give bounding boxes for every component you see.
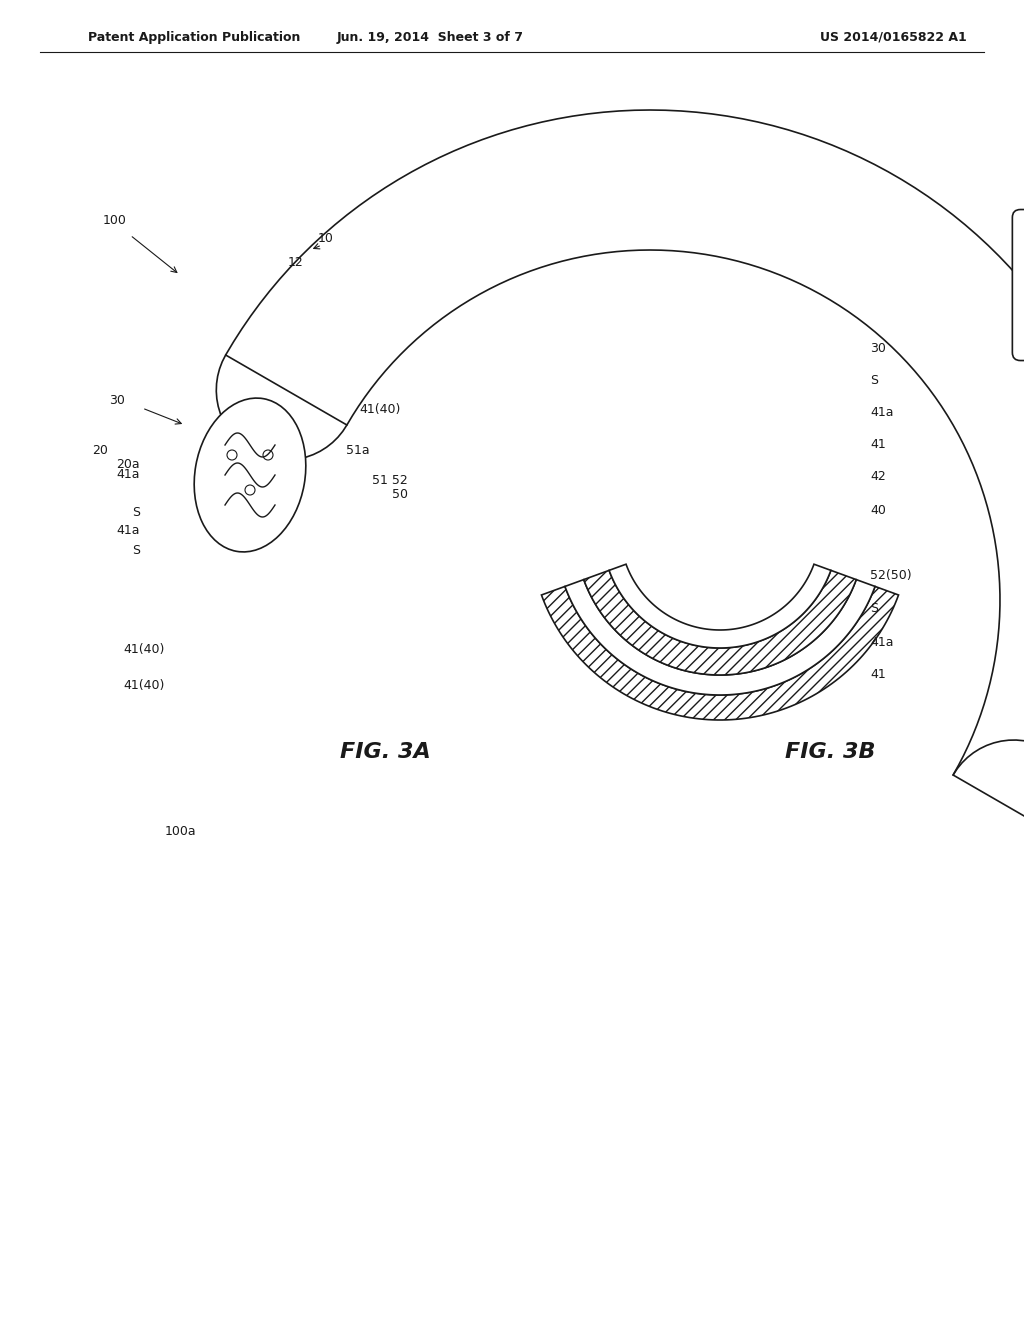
Text: S: S <box>132 544 140 557</box>
Text: S: S <box>132 506 140 519</box>
Text: 51 52: 51 52 <box>372 474 408 487</box>
Text: 12: 12 <box>288 256 304 268</box>
Polygon shape <box>225 110 1024 845</box>
Text: Jun. 19, 2014  Sheet 3 of 7: Jun. 19, 2014 Sheet 3 of 7 <box>337 30 523 44</box>
Text: 40: 40 <box>870 503 886 516</box>
Text: 41a: 41a <box>117 469 140 482</box>
Text: 100: 100 <box>103 214 127 227</box>
Text: 30: 30 <box>870 342 886 355</box>
Text: S: S <box>870 602 878 615</box>
Text: 42: 42 <box>870 470 886 483</box>
Text: 10: 10 <box>318 231 334 244</box>
Text: 50: 50 <box>392 488 408 502</box>
Text: 41(40): 41(40) <box>124 678 165 692</box>
Text: 41(40): 41(40) <box>359 404 400 417</box>
Text: FIG. 3A: FIG. 3A <box>340 742 430 762</box>
Ellipse shape <box>195 399 306 552</box>
FancyBboxPatch shape <box>1013 210 1024 360</box>
Text: 41(40): 41(40) <box>124 644 165 656</box>
Polygon shape <box>584 570 856 675</box>
Text: Patent Application Publication: Patent Application Publication <box>88 30 300 44</box>
Text: 52(50): 52(50) <box>870 569 911 582</box>
Polygon shape <box>609 564 830 648</box>
Text: 41a: 41a <box>870 635 894 648</box>
Polygon shape <box>565 579 876 696</box>
Text: 51a: 51a <box>346 444 370 457</box>
Text: 41a: 41a <box>870 405 894 418</box>
Text: 20: 20 <box>92 444 108 457</box>
Polygon shape <box>542 586 898 719</box>
Text: 100a: 100a <box>164 825 196 838</box>
Text: 41a: 41a <box>117 524 140 536</box>
Text: 20a: 20a <box>117 458 140 471</box>
Text: 41: 41 <box>870 668 886 681</box>
Text: S: S <box>870 374 878 387</box>
Polygon shape <box>216 355 347 459</box>
Text: 41: 41 <box>870 438 886 451</box>
Text: FIG. 3B: FIG. 3B <box>784 742 876 762</box>
Text: 30: 30 <box>110 393 125 407</box>
Text: US 2014/0165822 A1: US 2014/0165822 A1 <box>820 30 967 44</box>
